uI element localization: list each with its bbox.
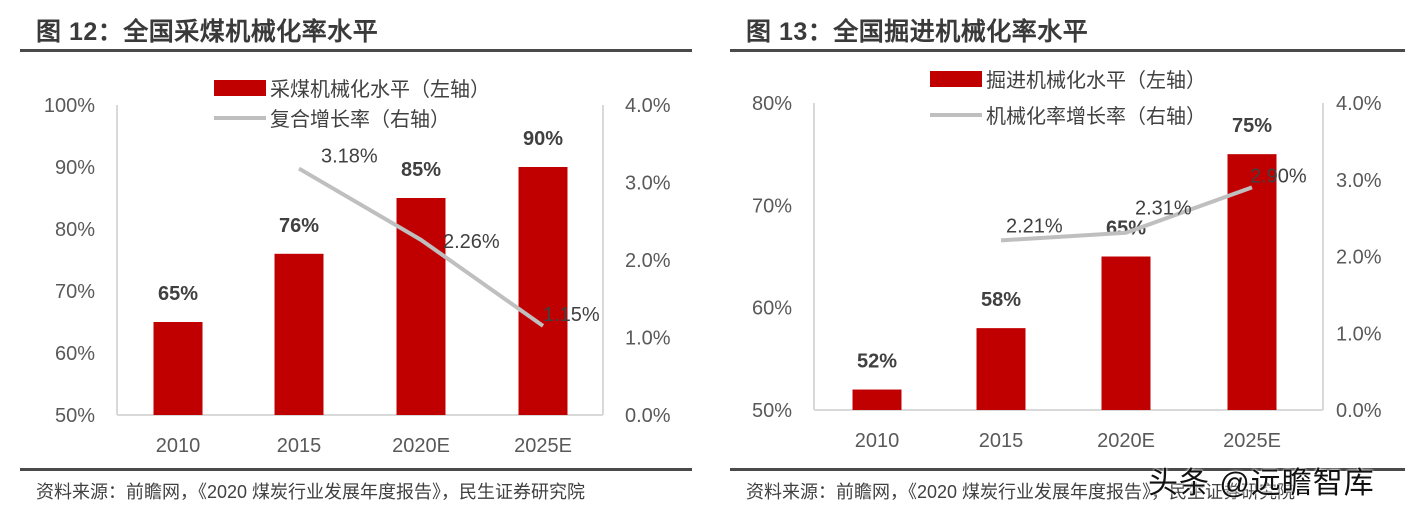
- line-value-label: 2.21%: [1006, 215, 1063, 237]
- left-axis-tick-label: 80%: [752, 93, 792, 115]
- legend-bar-label: 采煤机械化水平（左轴）: [270, 78, 490, 101]
- left-axis-tick-label: 60%: [752, 298, 792, 320]
- x-axis-category-label: 2020E: [1097, 430, 1155, 452]
- bar-value-label: 85%: [401, 159, 441, 181]
- right-axis-tick-label: 3.0%: [1336, 170, 1382, 192]
- right-axis-tick-label: 1.0%: [625, 328, 671, 350]
- line-value-label: 2.90%: [1250, 165, 1307, 187]
- figure-13-chart: 50% 60% 70% 80% 0.0% 1.0% 2.0% 3.0% 4.0% 2010 2015…: [752, 69, 1382, 452]
- figure-12-top-rule: [20, 49, 692, 52]
- x-axis-category-label: 2025E: [514, 435, 572, 457]
- bar: [976, 328, 1026, 410]
- figure-12-source: 资料来源：前瞻网，《2020 煤炭行业发展年度报告》，民生证券研究院: [36, 482, 586, 502]
- legend-bar-label: 掘进机械化水平（左轴）: [986, 69, 1206, 92]
- right-axis-tick-label: 4.0%: [1336, 93, 1382, 115]
- right-axis-tick-label: 3.0%: [625, 173, 671, 195]
- bar: [1227, 154, 1277, 410]
- right-axis-tick-label: 2.0%: [1336, 247, 1382, 269]
- bar: [518, 167, 568, 415]
- legend-line-label: 机械化率增长率（右轴）: [986, 105, 1206, 128]
- growth-rate-line: [1000, 185, 1253, 243]
- line-value-label: 1.15%: [543, 304, 600, 326]
- bar-value-label: 58%: [981, 289, 1021, 311]
- line-value-label: 2.26%: [443, 231, 500, 253]
- bar-value-label: 76%: [279, 215, 319, 237]
- x-axis-category-label: 2010: [156, 435, 201, 457]
- bar: [153, 322, 203, 415]
- left-axis-tick-label: 80%: [55, 219, 95, 241]
- right-axis-tick-label: 4.0%: [625, 95, 671, 117]
- bar: [396, 198, 446, 415]
- x-axis-category-label: 2015: [277, 435, 322, 457]
- line-value-label: 3.18%: [321, 146, 378, 168]
- legend-bar-swatch: [930, 71, 982, 87]
- left-axis-tick-label: 50%: [752, 400, 792, 422]
- right-axis-tick-label: 2.0%: [625, 250, 671, 272]
- right-axis-tick-label: 1.0%: [1336, 323, 1382, 345]
- legend-line-label: 复合增长率（右轴）: [270, 108, 450, 131]
- legend-bar-swatch: [214, 80, 266, 96]
- x-axis-category-label: 2010: [855, 430, 900, 452]
- left-axis-tick-label: 50%: [55, 405, 95, 427]
- figure-13-source: 资料来源：前瞻网，《2020 煤炭行业发展年度报告》，民生证券研究院: [746, 482, 1296, 502]
- right-axis-tick-label: 0.0%: [1336, 400, 1382, 422]
- left-axis-tick-label: 90%: [55, 157, 95, 179]
- bar: [274, 253, 324, 415]
- left-axis-tick-label: 70%: [55, 281, 95, 303]
- x-axis-category-label: 2025E: [1223, 430, 1281, 452]
- bar-value-label: 52%: [857, 351, 897, 373]
- x-axis-category-label: 2020E: [392, 435, 450, 457]
- bar: [1101, 256, 1151, 410]
- right-axis-tick-label: 0.0%: [625, 405, 671, 427]
- left-axis-tick-label: 70%: [752, 195, 792, 217]
- x-axis-category-label: 2015: [979, 430, 1024, 452]
- figure-12-chart: 50% 60% 70% 80% 90% 100% 0.0% 1.0% 2.0% 3.0% 4.0% 2…: [44, 78, 671, 457]
- figure-12-bottom-rule: [20, 468, 692, 471]
- left-axis-tick-label: 60%: [55, 343, 95, 365]
- growth-rate-line: [297, 166, 545, 328]
- figure-12-panel: 图 12：全国采煤机械化率水平 50% 60% 70% 80% 90% 100% 0.0% 1…: [0, 0, 700, 511]
- bar-value-label: 75%: [1232, 115, 1272, 137]
- figure-12-title: 图 12：全国采煤机械化率水平: [36, 18, 379, 46]
- figure-13-title: 图 13：全国掘进机械化率水平: [746, 18, 1089, 46]
- bar-value-label: 65%: [158, 283, 198, 305]
- watermark: 头条 @远瞻智库: [1148, 467, 1375, 500]
- figure-13-top-rule: [730, 49, 1405, 52]
- bar: [852, 389, 902, 410]
- left-axis-tick-label: 100%: [44, 95, 95, 117]
- bar-value-label: 90%: [523, 128, 563, 150]
- line-value-label: 2.31%: [1135, 198, 1192, 220]
- figure-13-bottom-rule: [730, 468, 1405, 471]
